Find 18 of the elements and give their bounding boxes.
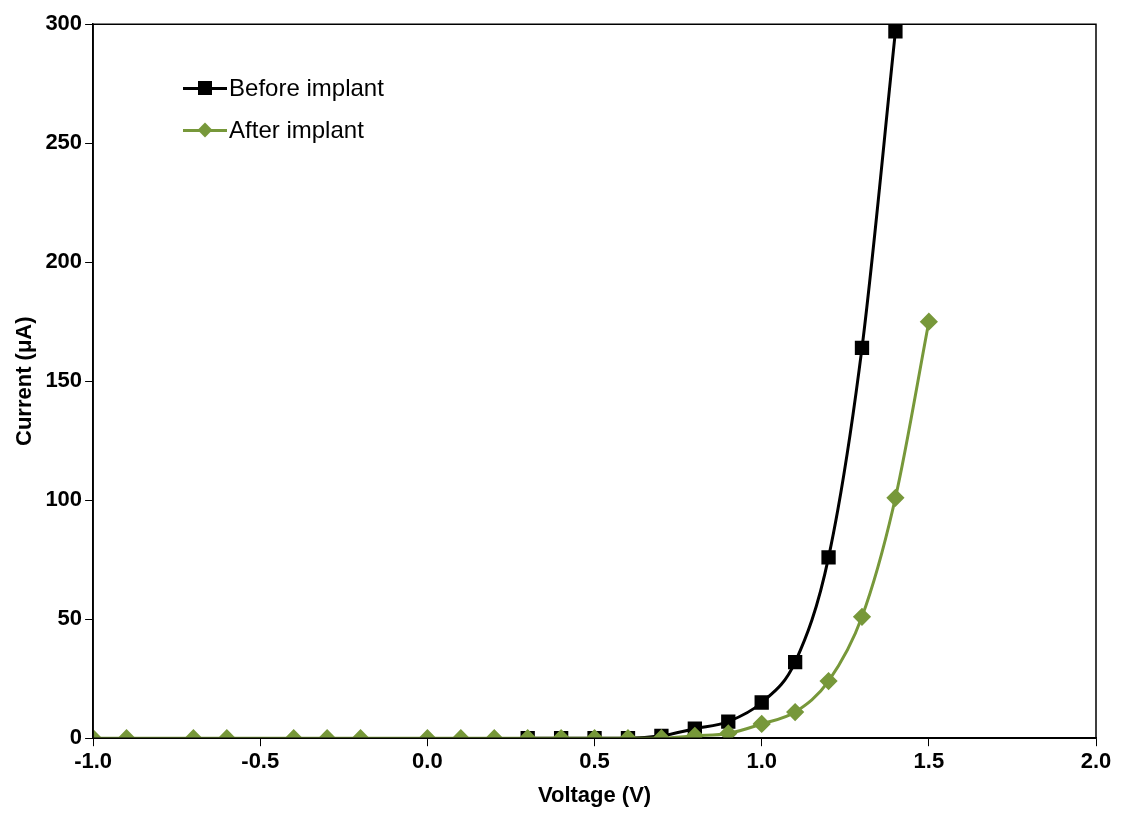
y-tick-label: 100 bbox=[45, 486, 83, 512]
y-tick-label: 0 bbox=[69, 724, 83, 750]
x-tick-label: 1.0 bbox=[746, 748, 777, 774]
x-tick-label: -0.5 bbox=[241, 748, 280, 774]
y-tick-label: 250 bbox=[45, 129, 83, 155]
y-tick-label: 50 bbox=[57, 605, 83, 631]
y-tick-label: 300 bbox=[45, 10, 83, 36]
x-tick-label: 0.0 bbox=[412, 748, 443, 774]
x-tick-label: 1.5 bbox=[913, 748, 945, 774]
y-tick-label: 150 bbox=[45, 367, 83, 393]
legend-label: Before implant bbox=[229, 74, 384, 103]
legend-label: After implant bbox=[229, 116, 364, 145]
y-tick-label: 200 bbox=[45, 248, 83, 274]
y-axis-title: Current (μA) bbox=[11, 316, 37, 446]
x-axis-title: Voltage (V) bbox=[537, 781, 652, 807]
x-tick-label: 2.0 bbox=[1080, 748, 1112, 774]
x-tick-label: 0.5 bbox=[579, 748, 610, 774]
x-tick-label: -1.0 bbox=[74, 748, 113, 774]
